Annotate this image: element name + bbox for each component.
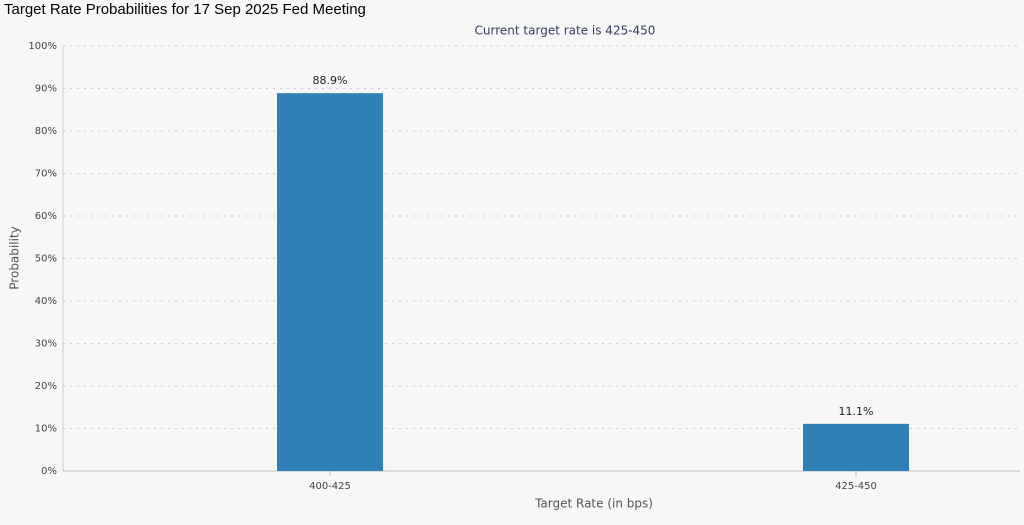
y-tick-label: 20%	[35, 381, 57, 392]
x-tick-label: 425-450	[835, 481, 877, 492]
y-tick-label: 60%	[35, 211, 57, 222]
y-axis-label: Probability	[8, 226, 22, 289]
bar	[277, 93, 383, 472]
bar	[803, 423, 909, 471]
y-tick-label: 100%	[28, 41, 57, 52]
chart-subtitle: Current target rate is 425-450	[475, 24, 656, 38]
y-tick-label: 70%	[35, 169, 57, 180]
value-label: 88.9%	[313, 74, 348, 87]
x-tick-label: 400-425	[309, 481, 351, 492]
y-tick-label: 0%	[41, 466, 57, 477]
y-tick-label: 40%	[35, 296, 57, 307]
value-label: 11.1%	[839, 405, 874, 418]
y-tick-label: 30%	[35, 339, 57, 350]
chart-title: Target Rate Probabilities for 17 Sep 202…	[4, 1, 366, 18]
y-tick-label: 90%	[35, 84, 57, 95]
y-tick-label: 80%	[35, 126, 57, 137]
y-tick-label: 50%	[35, 254, 57, 265]
y-tick-label: 10%	[35, 424, 57, 435]
x-axis-label: Target Rate (in bps)	[534, 497, 653, 511]
